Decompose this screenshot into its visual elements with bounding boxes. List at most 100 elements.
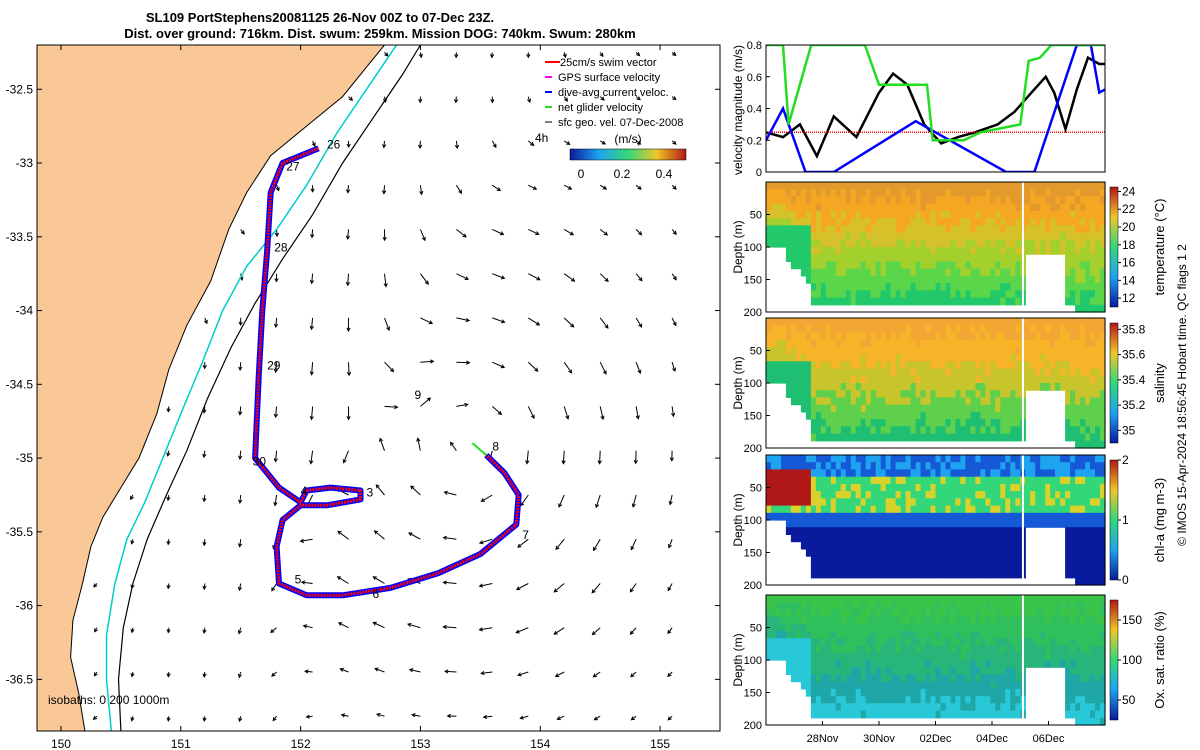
temperature-colorbar [1109, 186, 1119, 308]
oxygen-ytick: 100 [744, 655, 762, 667]
legend-4h-tag: 4h [535, 131, 548, 145]
current-vector-field [92, 51, 677, 723]
map-xtick-151: 151 [171, 737, 191, 750]
time-xtick-02Dec: 02Dec [920, 733, 952, 745]
map-ytick: -34 [16, 304, 34, 318]
oxygen-colorbar [1109, 599, 1119, 721]
time-xtick-30Nov: 30Nov [863, 733, 895, 745]
time-xtick-04Dec: 04Dec [976, 733, 1008, 745]
temperature-ytick: 50 [750, 210, 762, 222]
track-label-30: 30 [253, 454, 267, 468]
salinity-ytick: 150 [744, 411, 762, 423]
chla-ytick: 100 [744, 515, 762, 527]
temperature-cbar-tick: 24 [1122, 184, 1136, 198]
legend-gps-velocity: GPS surface velocity [558, 72, 661, 84]
temperature-cbar-tick: 14 [1122, 273, 1136, 287]
map-colorbar-unit: (m/s) [614, 132, 641, 146]
temperature-ytick: 100 [744, 242, 762, 254]
chla-colorbar [1109, 459, 1119, 581]
oxygen-panel: 50 100 150 200 Depth (m) 50 100 150 Ox. sat. rat… [731, 594, 1167, 745]
temperature-ytick: 150 [744, 275, 762, 287]
glider-track-swim [253, 146, 521, 597]
temperature-ylabel: Depth (m) [731, 220, 745, 273]
oxygen-ytick: 50 [750, 623, 762, 635]
map-ytick: -34.5 [6, 377, 34, 391]
temperature-panel: 50 100 150 200 Depth (m) 12 14 16 18 20 22 24 temper… [731, 181, 1167, 319]
temperature-colorbar-label: temperature (°C) [1152, 199, 1167, 296]
chla-colorbar-label: chl-a (mg m-3) [1152, 478, 1167, 563]
oxygen-cbar-tick: 150 [1122, 613, 1142, 627]
oxygen-colorbar-label: Ox. sat. ratio (%) [1152, 611, 1167, 709]
map-ytick: -36.5 [6, 672, 34, 686]
footer-credit: © IMOS 15-Apr-2024 18:56:45 Hobart time.… [1175, 244, 1189, 546]
land-area [37, 45, 385, 731]
map-colorbar-tick-1: 0.2 [614, 167, 631, 181]
velocity-panel: 0 0.2 0.4 0.6 0.8 velocity magnitude (m/s) [731, 40, 1106, 179]
chla-cbar-tick: 2 [1122, 453, 1129, 467]
temperature-cbar-tick: 20 [1122, 220, 1136, 234]
salinity-ytick: 100 [744, 378, 762, 390]
track-label-26: 26 [327, 137, 341, 151]
legend-dive-avg: dive-avg current veloc. [558, 87, 669, 99]
salinity-ylabel: Depth (m) [731, 356, 745, 409]
coastline [70, 45, 385, 731]
salinity-ytick: 200 [744, 443, 762, 455]
chla-panel: 50 100 150 200 Depth (m) 0 1 2 chl-a (mg m-3) [731, 453, 1167, 592]
legend-sfc-geo: sfc geo. vel. 07-Dec-2008 [558, 117, 683, 129]
map-panel: 26 27 28 29 30 4 3 5 6 7 8 9 150 151 152 153 154 155 -32.… [6, 44, 721, 750]
map-colorbar-tick-0: 0 [578, 167, 585, 181]
map-title-line-2: Dist. over ground: 716km. Dist. swum: 25… [124, 26, 636, 41]
oxygen-ytick: 150 [744, 688, 762, 700]
track-label-9: 9 [414, 388, 421, 402]
oxygen-cbar-tick: 100 [1122, 653, 1142, 667]
map-xtick-154: 154 [530, 737, 550, 750]
track-label-7: 7 [522, 528, 529, 542]
salinity-ytick: 50 [750, 346, 762, 358]
track-label-29: 29 [267, 359, 281, 373]
salinity-cbar-tick: 35.2 [1122, 398, 1146, 412]
track-label-3: 3 [367, 485, 374, 499]
salinity-colorbar [1109, 322, 1119, 444]
map-ytick: -33.5 [6, 230, 34, 244]
salinity-cbar-tick: 35 [1122, 423, 1136, 437]
temperature-cbar-tick: 12 [1122, 291, 1136, 305]
velocity-ytick: 0.6 [747, 72, 762, 84]
track-day-labels: 26 27 28 29 30 4 3 5 6 7 8 9 [253, 137, 530, 601]
isobath-1000m [117, 45, 421, 731]
temperature-cbar-tick: 22 [1122, 202, 1136, 216]
map-ytick: -33 [16, 156, 34, 170]
map-title-line-1: SL109 PortStephens20081125 26-Nov 00Z to… [146, 10, 494, 25]
glider-net-velocity [471, 442, 487, 456]
map-ytick: -35.5 [6, 525, 34, 539]
temperature-ytick: 200 [744, 307, 762, 319]
legend-swim-vector: 25cm/s swim vector [560, 57, 657, 69]
chla-ytick: 50 [750, 483, 762, 495]
salinity-panel: 50 100 150 200 Depth (m) 35 35.2 35.4 35.6 35.8 sa… [731, 317, 1167, 455]
isobath-note: isobaths: 0 200 1000m [48, 693, 169, 707]
map-ytick: -35 [16, 451, 34, 465]
map-xtick-155: 155 [650, 737, 670, 750]
velocity-series-3 [766, 45, 1105, 142]
isobath-200m [105, 45, 398, 731]
salinity-cbar-tick: 35.4 [1122, 373, 1146, 387]
map-colorbar-tick-2: 0.4 [656, 167, 673, 181]
oxygen-ylabel: Depth (m) [731, 633, 745, 686]
chla-cbar-tick: 1 [1122, 513, 1129, 527]
chla-ytick: 150 [744, 548, 762, 560]
velocity-series-0 [766, 55, 1105, 159]
velocity-ylabel: velocity magnitude (m/s) [731, 45, 745, 175]
salinity-cbar-tick: 35.6 [1122, 348, 1146, 362]
track-label-28: 28 [274, 241, 288, 255]
map-axis-ticks: 150 151 152 153 154 155 -32.5 -33 -33.5 -34 -34.5 -… [6, 45, 720, 750]
chla-ytick: 200 [744, 580, 762, 592]
track-label-5: 5 [295, 572, 302, 586]
temperature-cbar-tick: 18 [1122, 238, 1136, 252]
velocity-ytick: 0.4 [747, 104, 762, 116]
map-xtick-152: 152 [291, 737, 311, 750]
chla-cbar-tick: 0 [1122, 573, 1129, 587]
map-colorbar [569, 148, 687, 161]
map-ytick: -36 [16, 599, 34, 613]
map-xtick-153: 153 [410, 737, 430, 750]
salinity-cbar-tick: 35.8 [1122, 322, 1146, 336]
